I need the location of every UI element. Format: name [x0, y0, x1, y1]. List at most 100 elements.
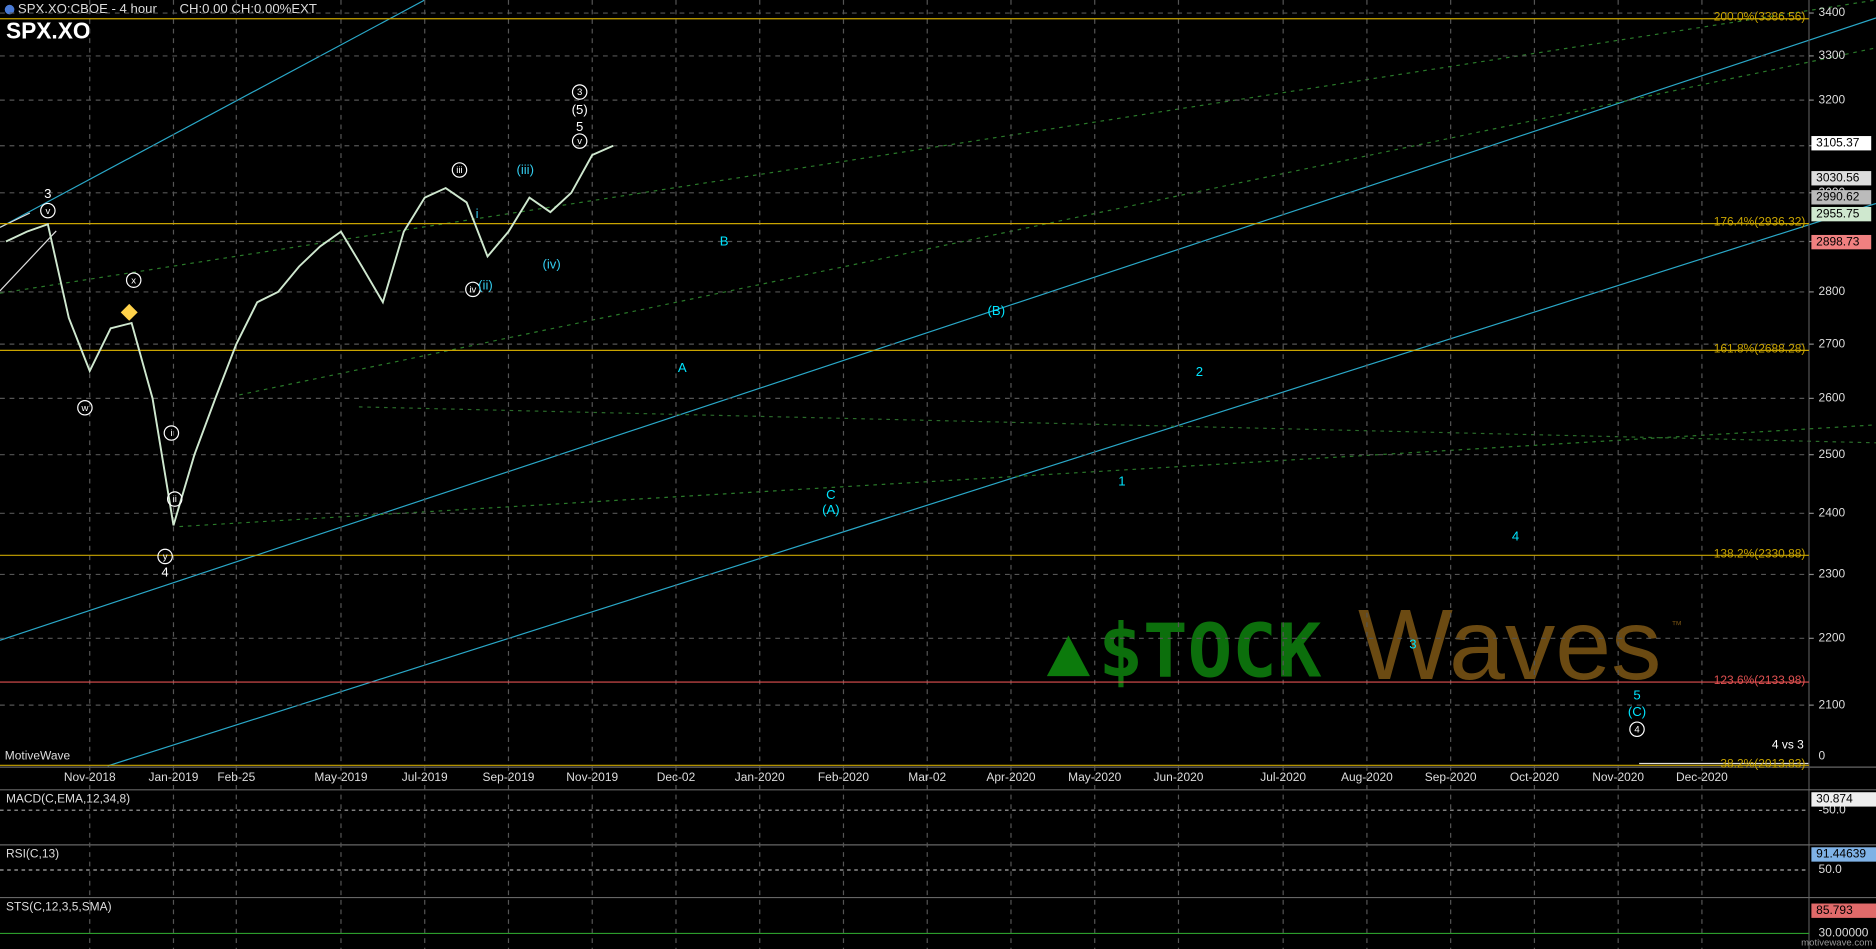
price-tag	[1811, 136, 1872, 151]
wave-label: y	[163, 552, 168, 563]
wave-circle	[451, 162, 468, 178]
watermark-right: Waves	[1358, 589, 1661, 701]
wave-circle	[157, 548, 173, 565]
wave-label: 1	[1118, 473, 1125, 488]
wave-label: 2	[1196, 364, 1203, 379]
wave-circle	[571, 133, 588, 149]
wave-label: iv	[469, 284, 476, 295]
wave-label: A	[678, 360, 687, 375]
symbol: SPX.XO	[6, 17, 91, 43]
wave-label: 5	[576, 119, 583, 134]
header-stats: CH:0.00 CH:0.00%EXT	[179, 1, 316, 16]
price-tag-label: 2898.73	[1816, 234, 1860, 248]
y-tick-label: 3400	[1819, 5, 1846, 19]
note: 4 vs 3	[1772, 738, 1804, 752]
wave-circle	[163, 425, 180, 441]
wave-label: i	[476, 206, 479, 221]
price-tag	[1811, 171, 1872, 186]
wave-label: (iv)	[542, 257, 560, 272]
wave-label: (C)	[1628, 704, 1646, 719]
wave-label: (5)	[572, 102, 588, 117]
wave-label: 3	[577, 87, 582, 98]
x-tick-label: Nov-2018	[64, 770, 116, 784]
panel-title: MACD(C,EMA,12,34,8)	[6, 792, 130, 806]
wave-label: i	[170, 428, 172, 439]
y-tick-label: 2800	[1819, 284, 1846, 298]
x-tick-label: Dec-02	[657, 770, 696, 784]
price-line	[5, 144, 614, 526]
wave-label: 4	[1634, 724, 1640, 735]
wave-label: (B)	[988, 303, 1006, 318]
wave-label: (ii)	[478, 277, 493, 292]
x-tick-label: Dec-2020	[1676, 770, 1728, 784]
panel-title: RSI(C,13)	[6, 847, 59, 861]
price-tag	[1811, 234, 1872, 250]
y-tick-label: 2100	[1819, 697, 1846, 711]
x-tick-label: Jul-2020	[1260, 770, 1306, 784]
y-tick-label: 2200	[1819, 630, 1846, 644]
y-tick-label: 2600	[1819, 391, 1846, 405]
price-tag-label: 3030.56	[1816, 170, 1860, 184]
wave-label: C	[826, 487, 836, 502]
wave-label: ii	[173, 494, 177, 505]
wave-label: iii	[456, 165, 462, 176]
panel-value-box	[1811, 903, 1876, 918]
y-tick-label: 2500	[1819, 447, 1846, 461]
price-tag	[1811, 190, 1872, 205]
watermark-left: $TOCK	[1098, 608, 1322, 694]
wave-label: B	[720, 234, 729, 249]
wave-label: 4	[161, 565, 168, 580]
panel-value-box	[1811, 847, 1876, 862]
wave-label: (iii)	[516, 162, 534, 177]
price-tag	[1811, 206, 1872, 222]
wave-circle	[166, 491, 183, 507]
wave-circle	[571, 84, 588, 100]
x-tick-label: Aug-2020	[1341, 770, 1393, 784]
fib-label: 38.2%(2013.83)	[1720, 756, 1805, 770]
panel-value: 85.793	[1816, 903, 1853, 917]
wave-label: 3	[1409, 636, 1416, 651]
y-tick-label: 2400	[1819, 505, 1846, 519]
wave-label: v	[45, 206, 50, 217]
x-tick-label: Oct-2020	[1510, 770, 1560, 784]
x-tick-label: Jun-2020	[1154, 770, 1204, 784]
wave-circle	[77, 400, 93, 416]
x-tick-label: Nov-2019	[566, 770, 618, 784]
wave-circle	[40, 202, 56, 219]
wave-label: x	[131, 275, 136, 286]
wave-label: w	[80, 403, 88, 414]
fib-label: 138.2%(2330.88)	[1714, 546, 1806, 560]
x-tick-label: May-2019	[314, 770, 367, 784]
panel-title: STS(C,12,3,5,SMA)	[6, 899, 112, 913]
fib-label: 200.0%(3386.56)	[1714, 10, 1806, 24]
wave-label: (A)	[822, 502, 840, 517]
header-title: SPX.XO:CBOE - 4 hour	[18, 1, 158, 16]
x-tick-label: May-2020	[1068, 770, 1121, 784]
x-tick-label: Nov-2020	[1592, 770, 1644, 784]
x-tick-label: Jan-2019	[149, 770, 199, 784]
x-tick-label: Mar-02	[908, 770, 946, 784]
x-tick-label: Jul-2019	[402, 770, 448, 784]
fib-label: 161.8%(2688.28)	[1714, 341, 1806, 355]
wave-circle	[465, 281, 481, 298]
y-tick-label: 2700	[1819, 336, 1846, 350]
price-tag-label: 2990.62	[1816, 189, 1860, 203]
y-tick-label: 2300	[1819, 567, 1846, 581]
panel-value-box	[1811, 792, 1876, 807]
wave-circle	[125, 272, 142, 288]
trendlines	[0, 0, 1876, 767]
footer: motivewave.com	[1801, 938, 1872, 949]
price-tag-label: 2955.75	[1816, 206, 1860, 220]
wave-label: 5	[1633, 688, 1640, 703]
panel-value: 30.874	[1816, 792, 1853, 806]
panel-value: 91.44639	[1816, 847, 1866, 861]
panel-ref-label: 30.00000	[1819, 926, 1869, 940]
y-tick-label: 3300	[1819, 48, 1846, 62]
x-tick-label: Feb-25	[217, 770, 255, 784]
x-tick-label: Sep-2019	[483, 770, 535, 784]
x-tick-label: Feb-2020	[818, 770, 870, 784]
x-tick-label: Apr-2020	[986, 770, 1036, 784]
wave-circle	[1629, 721, 1645, 738]
